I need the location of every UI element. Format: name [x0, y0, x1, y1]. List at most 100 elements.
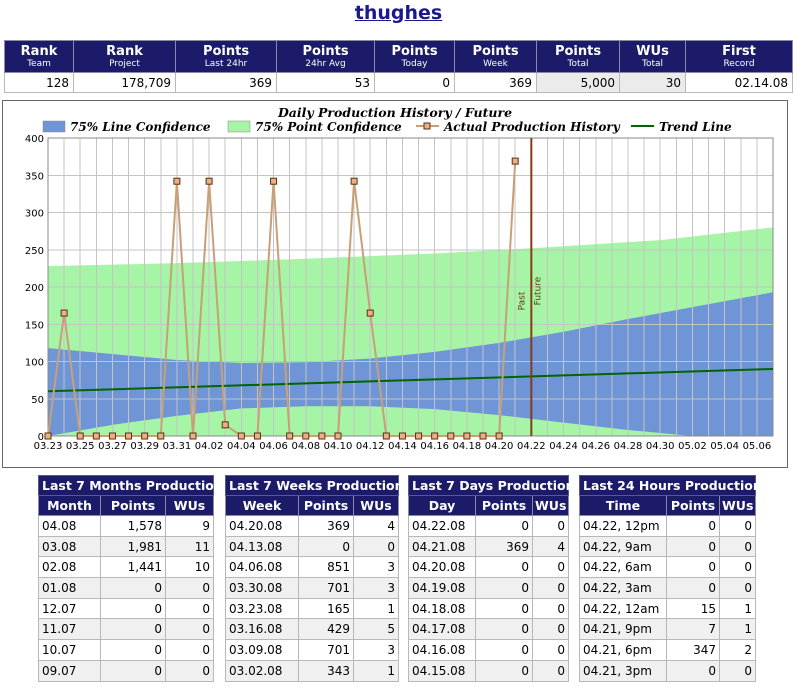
points-cell: 0	[666, 577, 720, 599]
table-row: 04.17.08 0 0	[408, 618, 569, 641]
points-cell: 0	[666, 659, 720, 682]
row-label-cell: 03.08	[38, 535, 101, 558]
table-row: 10.07 0 0	[38, 639, 214, 661]
x-tick-label: 05.02	[678, 441, 707, 452]
row-label-cell: 04.06.08	[225, 556, 299, 579]
stats-value: 0	[374, 72, 455, 93]
wus-cell: 1	[718, 597, 757, 620]
table-body: 04.08 1,578 9 03.08 1,981 11 02.08 1,441 10 01.08…	[38, 515, 214, 682]
x-tick-label: 04.08	[291, 441, 320, 452]
wus-cell: 0	[165, 597, 214, 620]
column-header: WUs	[353, 495, 399, 516]
row-label-cell: 04.19.08	[408, 577, 476, 599]
actual-production-point	[44, 432, 52, 440]
column-header: Points	[666, 495, 720, 516]
page-title[interactable]: thughes	[354, 2, 443, 24]
table-row: 04.19.08 0 0	[408, 577, 569, 599]
points-cell: 0	[100, 597, 166, 620]
wus-cell: 0	[532, 618, 569, 641]
row-label-cell: 04.16.08	[408, 639, 476, 661]
table-caption: Last 7 Months Production	[38, 475, 223, 496]
points-cell: 0	[100, 618, 166, 641]
wus-cell: 0	[165, 577, 214, 599]
row-label-cell: 04.15.08	[408, 659, 476, 682]
wus-cell: 4	[353, 515, 399, 537]
column-header: Points	[298, 495, 354, 516]
points-cell: 1,578	[100, 515, 166, 537]
points-cell: 701	[298, 639, 354, 661]
table-body: 04.22.08 0 0 04.21.08 369 4 04.20.08 0 0 04.19.08…	[408, 515, 569, 682]
actual-production-point	[447, 432, 455, 440]
table-row: 03.30.08 701 3	[225, 577, 399, 599]
row-label-cell: 03.30.08	[225, 577, 299, 599]
actual-production-point	[157, 432, 165, 440]
wus-cell: 0	[532, 659, 569, 682]
column-header: Points	[475, 495, 533, 516]
stats-value: 369	[454, 72, 537, 93]
points-cell: 0	[666, 515, 720, 537]
table-caption: Last 7 Days Production	[408, 475, 575, 496]
column-header: WUs	[718, 495, 757, 516]
points-cell: 165	[298, 597, 354, 620]
stats-value: 53	[276, 72, 375, 93]
x-tick-label: 03.27	[98, 441, 127, 452]
row-label-cell: 04.21, 3pm	[579, 659, 667, 682]
wus-cell: 4	[532, 535, 569, 558]
legend-swatch-actual-marker	[423, 122, 431, 130]
wus-cell: 1	[353, 659, 399, 682]
stats-header: First Record	[685, 40, 793, 73]
wus-cell: 0	[165, 618, 214, 641]
legend-label: 75% Line Confidence	[70, 120, 211, 134]
points-cell: 369	[298, 515, 354, 537]
weeks-production-table: Last 7 Weeks Production Week Points WUs …	[225, 475, 404, 682]
table-row: 04.21, 9pm 7 1	[579, 618, 757, 641]
actual-production-point	[350, 177, 358, 185]
hours-production-table: Last 24 Hours Production Time Points WUs…	[578, 475, 762, 682]
x-tick-label: 04.26	[581, 441, 610, 452]
stats-value-row: 128 178,709 369 53 0 369 5,000 30 02.14.…	[4, 72, 793, 93]
row-label-cell: 04.22, 9am	[579, 535, 667, 558]
stats-value: 30	[619, 72, 686, 93]
points-cell: 369	[475, 535, 533, 558]
wus-cell: 2	[718, 639, 757, 661]
actual-production-point	[270, 177, 278, 185]
wus-cell: 3	[353, 639, 399, 661]
stats-value: 178,709	[73, 72, 176, 93]
actual-production-point	[334, 432, 342, 440]
wus-cell: 5	[353, 618, 399, 641]
actual-production-point	[141, 432, 149, 440]
wus-cell: 3	[353, 556, 399, 579]
x-tick-label: 05.04	[710, 441, 739, 452]
row-label-cell: 04.22, 6am	[579, 556, 667, 579]
months-production-table: Last 7 Months Production Month Points WU…	[38, 475, 223, 682]
table-caption: Last 7 Weeks Production	[225, 475, 404, 496]
row-label-cell: 04.21, 9pm	[579, 618, 667, 641]
row-label-cell: 04.21.08	[408, 535, 476, 558]
y-tick-label: 50	[31, 395, 44, 406]
row-label-cell: 09.07	[38, 659, 101, 682]
actual-production-point	[221, 421, 229, 429]
x-tick-label: 05.06	[743, 441, 772, 452]
y-tick-label: 350	[25, 171, 44, 182]
actual-production-point	[415, 432, 423, 440]
row-label-cell: 04.22, 3am	[579, 577, 667, 599]
table-row: 04.22.08 0 0	[408, 515, 569, 537]
points-cell: 343	[298, 659, 354, 682]
x-tick-label: 04.28	[614, 441, 643, 452]
legend-label: Trend Line	[659, 120, 732, 134]
row-label-cell: 03.02.08	[225, 659, 299, 682]
row-label-cell: 10.07	[38, 639, 101, 661]
row-label-cell: 04.08	[38, 515, 101, 537]
table-row: 04.21, 6pm 347 2	[579, 639, 757, 661]
x-tick-label: 04.14	[388, 441, 417, 452]
wus-cell: 11	[165, 535, 214, 558]
points-cell: 0	[666, 556, 720, 579]
points-cell: 15	[666, 597, 720, 620]
wus-cell: 3	[353, 577, 399, 599]
x-tick-label: 03.29	[130, 441, 159, 452]
table-row: 04.21, 3pm 0 0	[579, 659, 757, 682]
points-cell: 0	[475, 515, 533, 537]
points-cell: 701	[298, 577, 354, 599]
table-row: 04.22, 12pm 0 0	[579, 515, 757, 537]
stats-value: 369	[175, 72, 277, 93]
